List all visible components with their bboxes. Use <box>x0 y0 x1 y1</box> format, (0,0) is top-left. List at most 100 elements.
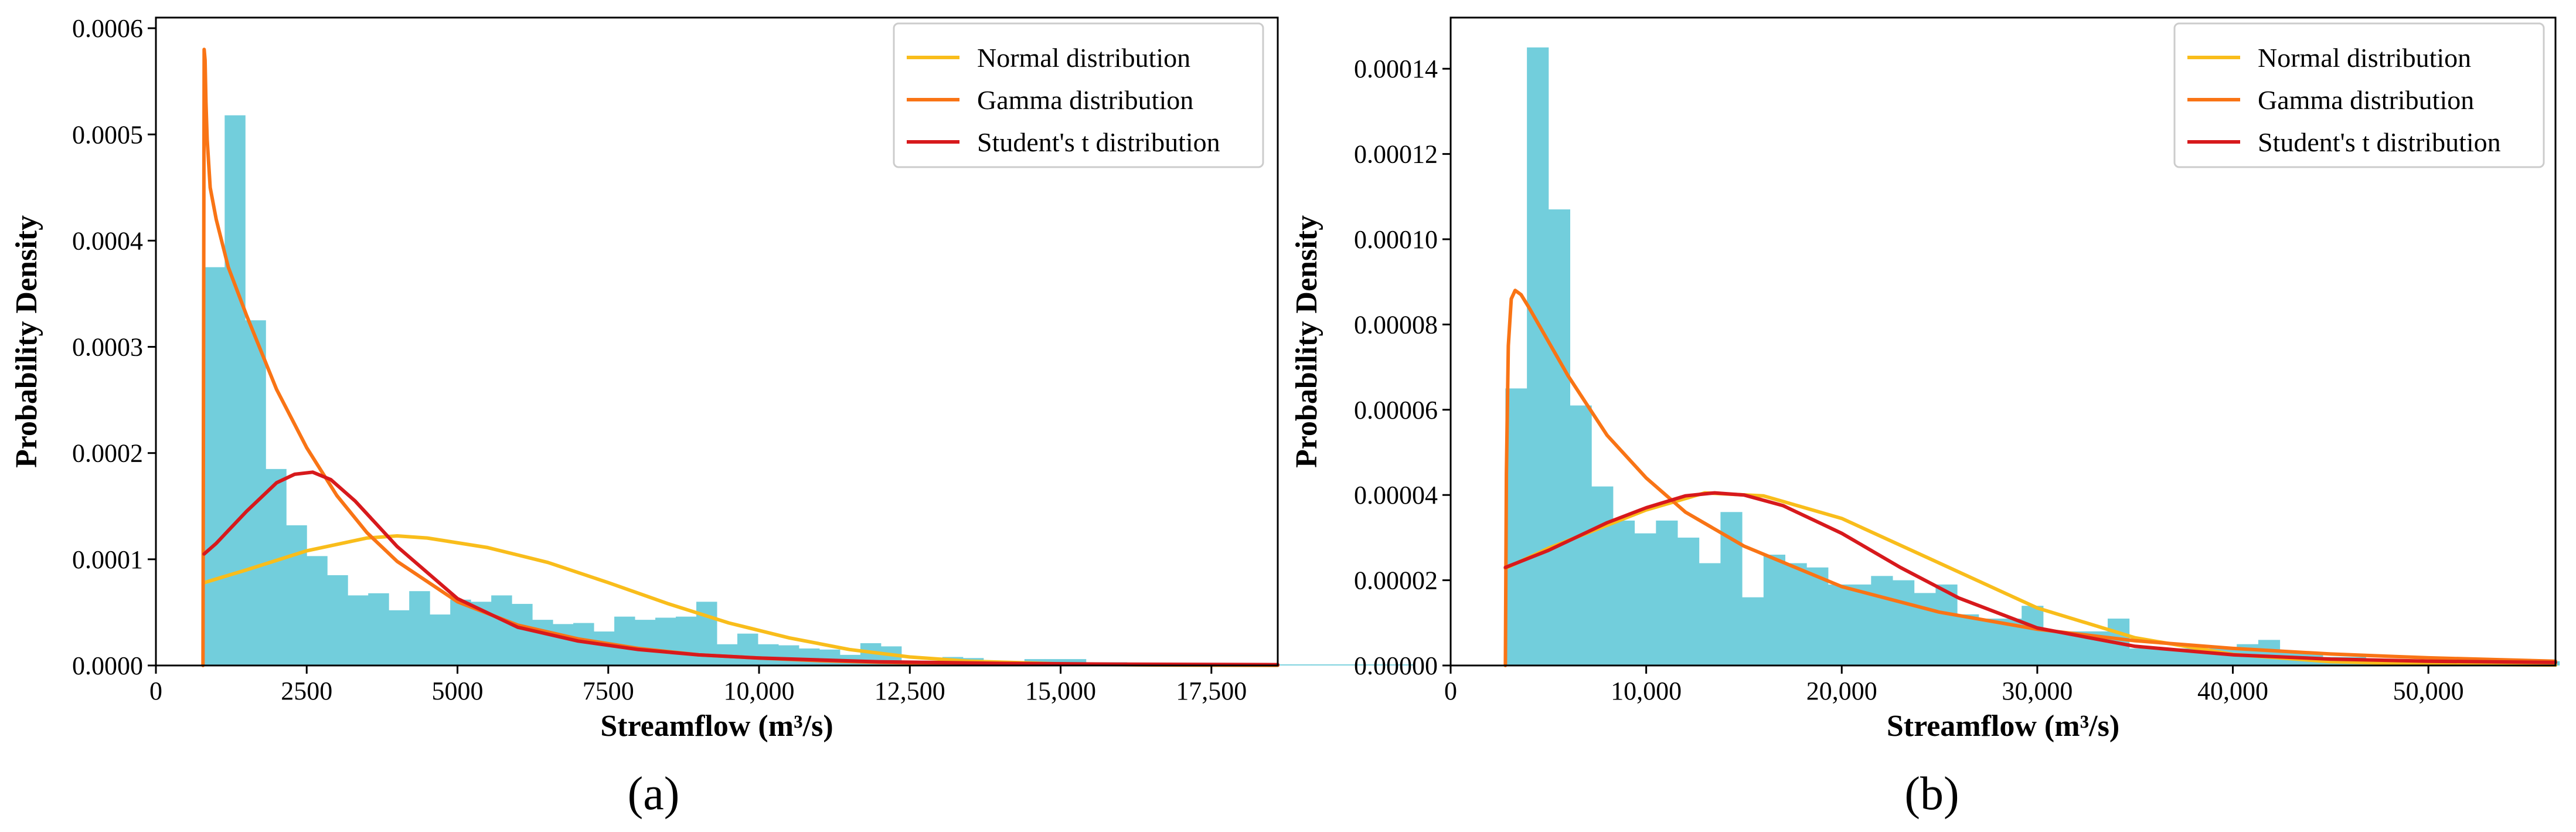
histogram-bar-a <box>450 599 471 665</box>
histogram-bar-a <box>286 525 307 665</box>
y-axis-title-b: Probability Density <box>1290 215 1323 468</box>
histogram-bar-b <box>2022 606 2044 665</box>
legend-label-student-t-a: Student's t distribution <box>977 127 1220 157</box>
distribution-curves-b <box>1503 288 2557 667</box>
y-tick-label-a: 0.0001 <box>72 545 143 574</box>
x-tick-label-b: 40,000 <box>2197 677 2268 705</box>
histogram-bar-b <box>1527 47 1549 665</box>
y-tick-label-a: 0.0000 <box>72 651 143 680</box>
histogram-bar-a <box>1332 664 1353 665</box>
legend-label-student-t-b: Student's t distribution <box>2258 127 2501 157</box>
histogram-bar-a <box>1373 664 1394 665</box>
histogram-bar-a <box>635 620 656 665</box>
histogram-bar-b <box>1978 619 2000 665</box>
y-tick-label-a: 0.0002 <box>72 439 143 468</box>
histogram-bar-b <box>2258 640 2281 665</box>
histogram-bar-b <box>1849 584 1871 665</box>
histogram-bar-a <box>532 620 553 665</box>
plot-frame-b <box>1449 16 2557 667</box>
y-tick-label-b: 0.00006 <box>1354 396 1438 425</box>
legend-label-gamma-b: Gamma distribution <box>2258 85 2474 115</box>
y-tick-label-b: 0.00002 <box>1354 566 1438 595</box>
histogram-bar-b <box>1677 537 1700 665</box>
histogram-bar-a <box>491 595 512 665</box>
y-tick-label-b: 0.00014 <box>1354 55 1438 83</box>
chart-panel-b: 0 10,000 20,000 30,000 40,000 50,000 0.000000… <box>1290 16 2560 820</box>
histogram-bar-a <box>1291 664 1312 665</box>
histogram-bar-a <box>224 115 246 665</box>
plot-frame-a <box>155 16 1279 667</box>
histogram-bar-a <box>204 267 225 665</box>
histogram-bar-a <box>266 468 287 665</box>
histogram-bar-a <box>778 645 799 665</box>
histogram-bar-b <box>1785 563 1807 665</box>
y-axis-ticks-b: 0.00000 0.00002 0.00004 0.00006 0.00008 0.000… <box>1354 55 1451 680</box>
legend-a: Normal distribution Gamma distribution S… <box>893 22 1264 168</box>
histogram-bar-a <box>757 644 779 665</box>
x-tick-label-a: 12,500 <box>874 677 945 705</box>
legend-box-a <box>893 22 1264 168</box>
histogram-bar-b <box>2129 648 2151 665</box>
histogram-bar-b <box>1591 486 1614 665</box>
histogram-bar-b <box>1893 580 1915 665</box>
normal-curve-b <box>1503 491 2557 667</box>
histogram-bar-b <box>1763 554 1786 665</box>
histogram-bar-a <box>368 593 389 665</box>
histogram-bar-a <box>798 648 820 665</box>
histogram-bar-b <box>1505 388 1527 665</box>
x-axis-ticks-a: 0 2500 5000 7500 10,000 12,500 15,000 17,500 <box>149 665 1247 705</box>
histogram-bar-b <box>1656 520 1678 665</box>
x-axis-title-a: Streamflow (m³/s) <box>600 709 833 743</box>
x-axis-ticks-b: 0 10,000 20,000 30,000 40,000 50,000 <box>1444 665 2464 705</box>
legend-box-b <box>2173 22 2545 168</box>
legend-b: Normal distribution Gamma distribution S… <box>2173 22 2545 168</box>
x-tick-label-b: 10,000 <box>1611 677 1682 705</box>
x-axis-title-b: Streamflow (m³/s) <box>1887 709 2119 743</box>
x-tick-label-b: 50,000 <box>2393 677 2464 705</box>
x-tick-label-a: 17,500 <box>1176 677 1247 705</box>
histogram-bar-b <box>1634 533 1656 665</box>
y-axis-ticks-a: 0.0000 0.0001 0.0002 0.0003 0.0004 0.0005 0.00… <box>72 14 156 680</box>
histogram-bar-a <box>327 575 348 665</box>
histogram-bar-a <box>1311 664 1333 665</box>
legend-label-gamma-a: Gamma distribution <box>977 85 1193 115</box>
legend-label-normal-b: Normal distribution <box>2258 43 2471 73</box>
histogram-bar-a <box>676 616 697 665</box>
histogram-bar-b <box>1957 614 1979 665</box>
histogram-bar-a <box>1270 664 1292 665</box>
panel-label-a: (a) <box>628 768 680 820</box>
y-tick-label-b: 0.00012 <box>1354 140 1438 169</box>
histogram-bars-b <box>1505 47 2560 665</box>
distribution-curves-a <box>201 47 1280 667</box>
histogram-bar-a <box>594 631 615 665</box>
chart-panel-a: 0 2500 5000 7500 10,000 12,500 15,000 17,500 0.… <box>10 14 1415 820</box>
histogram-bar-a <box>348 595 369 665</box>
x-tick-label-b: 0 <box>1444 677 1457 705</box>
histogram-bar-b <box>2150 648 2173 665</box>
histogram-bar-a <box>655 617 676 665</box>
y-tick-label-a: 0.0005 <box>72 120 143 149</box>
y-tick-label-a: 0.0004 <box>72 226 143 255</box>
y-tick-label-b: 0.00008 <box>1354 310 1438 339</box>
x-tick-label-a: 15,000 <box>1025 677 1096 705</box>
student-t-curve-a <box>202 470 1280 667</box>
histogram-bar-a <box>737 633 758 665</box>
gamma-curve-b <box>1503 288 2557 667</box>
histogram-bar-a <box>512 603 533 665</box>
histogram-bar-a <box>389 610 410 665</box>
panel-label-b: (b) <box>1904 768 1959 820</box>
x-tick-label-a: 10,000 <box>724 677 795 705</box>
x-tick-label-a: 5000 <box>432 677 484 705</box>
y-axis-title-a: Probability Density <box>10 215 43 468</box>
histogram-bar-a <box>409 591 430 665</box>
histogram-bar-b <box>1806 567 1829 665</box>
histogram-bar-b <box>1871 576 1893 665</box>
histogram-bar-a <box>307 556 328 665</box>
x-tick-label-b: 20,000 <box>1806 677 1877 705</box>
x-tick-label-a: 2500 <box>281 677 332 705</box>
histogram-bar-a <box>430 614 451 665</box>
y-tick-label-b: 0.00000 <box>1354 651 1438 680</box>
histogram-bars-a <box>204 115 1415 665</box>
x-tick-label-b: 30,000 <box>2002 677 2073 705</box>
